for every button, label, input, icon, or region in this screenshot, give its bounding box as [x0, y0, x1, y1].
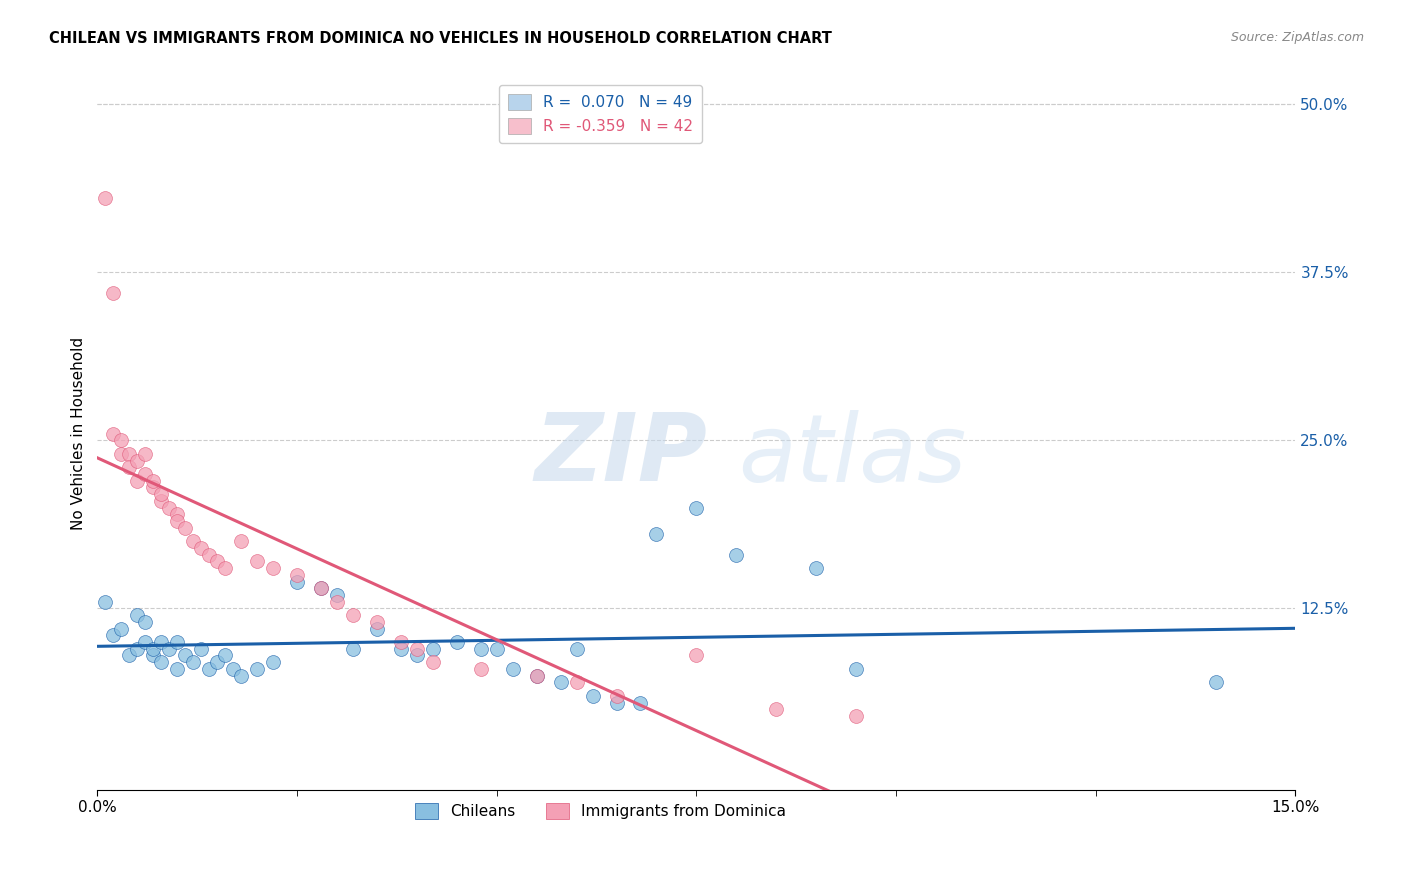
Point	[685, 500, 707, 515]
Point	[190, 641, 212, 656]
Point	[1205, 675, 1227, 690]
Point	[470, 641, 492, 656]
Point	[134, 615, 156, 629]
Point	[326, 588, 349, 602]
Point	[157, 641, 180, 656]
Point	[725, 548, 748, 562]
Point	[166, 508, 188, 522]
Point	[405, 648, 427, 663]
Point	[229, 534, 252, 549]
Point	[405, 641, 427, 656]
Point	[94, 595, 117, 609]
Point	[565, 675, 588, 690]
Point	[470, 662, 492, 676]
Point	[142, 480, 165, 494]
Point	[366, 622, 388, 636]
Point	[118, 648, 141, 663]
Point	[309, 581, 332, 595]
Point	[198, 548, 221, 562]
Point	[157, 500, 180, 515]
Point	[422, 641, 444, 656]
Point	[134, 467, 156, 481]
Point	[166, 662, 188, 676]
Point	[342, 641, 364, 656]
Point	[645, 527, 668, 541]
Point	[366, 615, 388, 629]
Point	[103, 628, 125, 642]
Point	[550, 675, 572, 690]
Point	[262, 655, 284, 669]
Point	[485, 641, 508, 656]
Point	[150, 635, 173, 649]
Point	[214, 561, 236, 575]
Point	[142, 641, 165, 656]
Point	[581, 689, 603, 703]
Point	[103, 426, 125, 441]
Text: ZIP: ZIP	[534, 409, 707, 501]
Point	[262, 561, 284, 575]
Legend: Chileans, Immigrants from Dominica: Chileans, Immigrants from Dominica	[409, 797, 792, 825]
Point	[806, 561, 828, 575]
Text: atlas: atlas	[738, 409, 966, 500]
Point	[205, 655, 228, 669]
Point	[110, 434, 132, 448]
Point	[222, 662, 245, 676]
Point	[166, 635, 188, 649]
Point	[389, 635, 412, 649]
Point	[190, 541, 212, 555]
Point	[110, 622, 132, 636]
Point	[309, 581, 332, 595]
Point	[150, 655, 173, 669]
Point	[246, 554, 269, 568]
Point	[127, 453, 149, 467]
Point	[134, 635, 156, 649]
Point	[526, 668, 548, 682]
Point	[150, 494, 173, 508]
Point	[389, 641, 412, 656]
Point	[174, 521, 197, 535]
Point	[118, 447, 141, 461]
Point	[166, 514, 188, 528]
Point	[502, 662, 524, 676]
Point	[94, 191, 117, 205]
Point	[110, 447, 132, 461]
Point	[565, 641, 588, 656]
Point	[142, 648, 165, 663]
Point	[127, 474, 149, 488]
Point	[229, 668, 252, 682]
Point	[134, 447, 156, 461]
Point	[446, 635, 468, 649]
Point	[845, 709, 868, 723]
Point	[285, 567, 308, 582]
Point	[326, 595, 349, 609]
Point	[422, 655, 444, 669]
Point	[765, 702, 787, 716]
Point	[214, 648, 236, 663]
Point	[174, 648, 197, 663]
Point	[181, 655, 204, 669]
Point	[127, 608, 149, 623]
Text: Source: ZipAtlas.com: Source: ZipAtlas.com	[1230, 31, 1364, 45]
Point	[205, 554, 228, 568]
Point	[103, 285, 125, 300]
Y-axis label: No Vehicles in Household: No Vehicles in Household	[72, 337, 86, 530]
Point	[845, 662, 868, 676]
Point	[285, 574, 308, 589]
Point	[181, 534, 204, 549]
Point	[127, 641, 149, 656]
Point	[198, 662, 221, 676]
Point	[606, 696, 628, 710]
Point	[630, 696, 652, 710]
Point	[342, 608, 364, 623]
Text: CHILEAN VS IMMIGRANTS FROM DOMINICA NO VEHICLES IN HOUSEHOLD CORRELATION CHART: CHILEAN VS IMMIGRANTS FROM DOMINICA NO V…	[49, 31, 832, 46]
Point	[150, 487, 173, 501]
Point	[685, 648, 707, 663]
Point	[246, 662, 269, 676]
Point	[606, 689, 628, 703]
Point	[142, 474, 165, 488]
Point	[118, 460, 141, 475]
Point	[526, 668, 548, 682]
